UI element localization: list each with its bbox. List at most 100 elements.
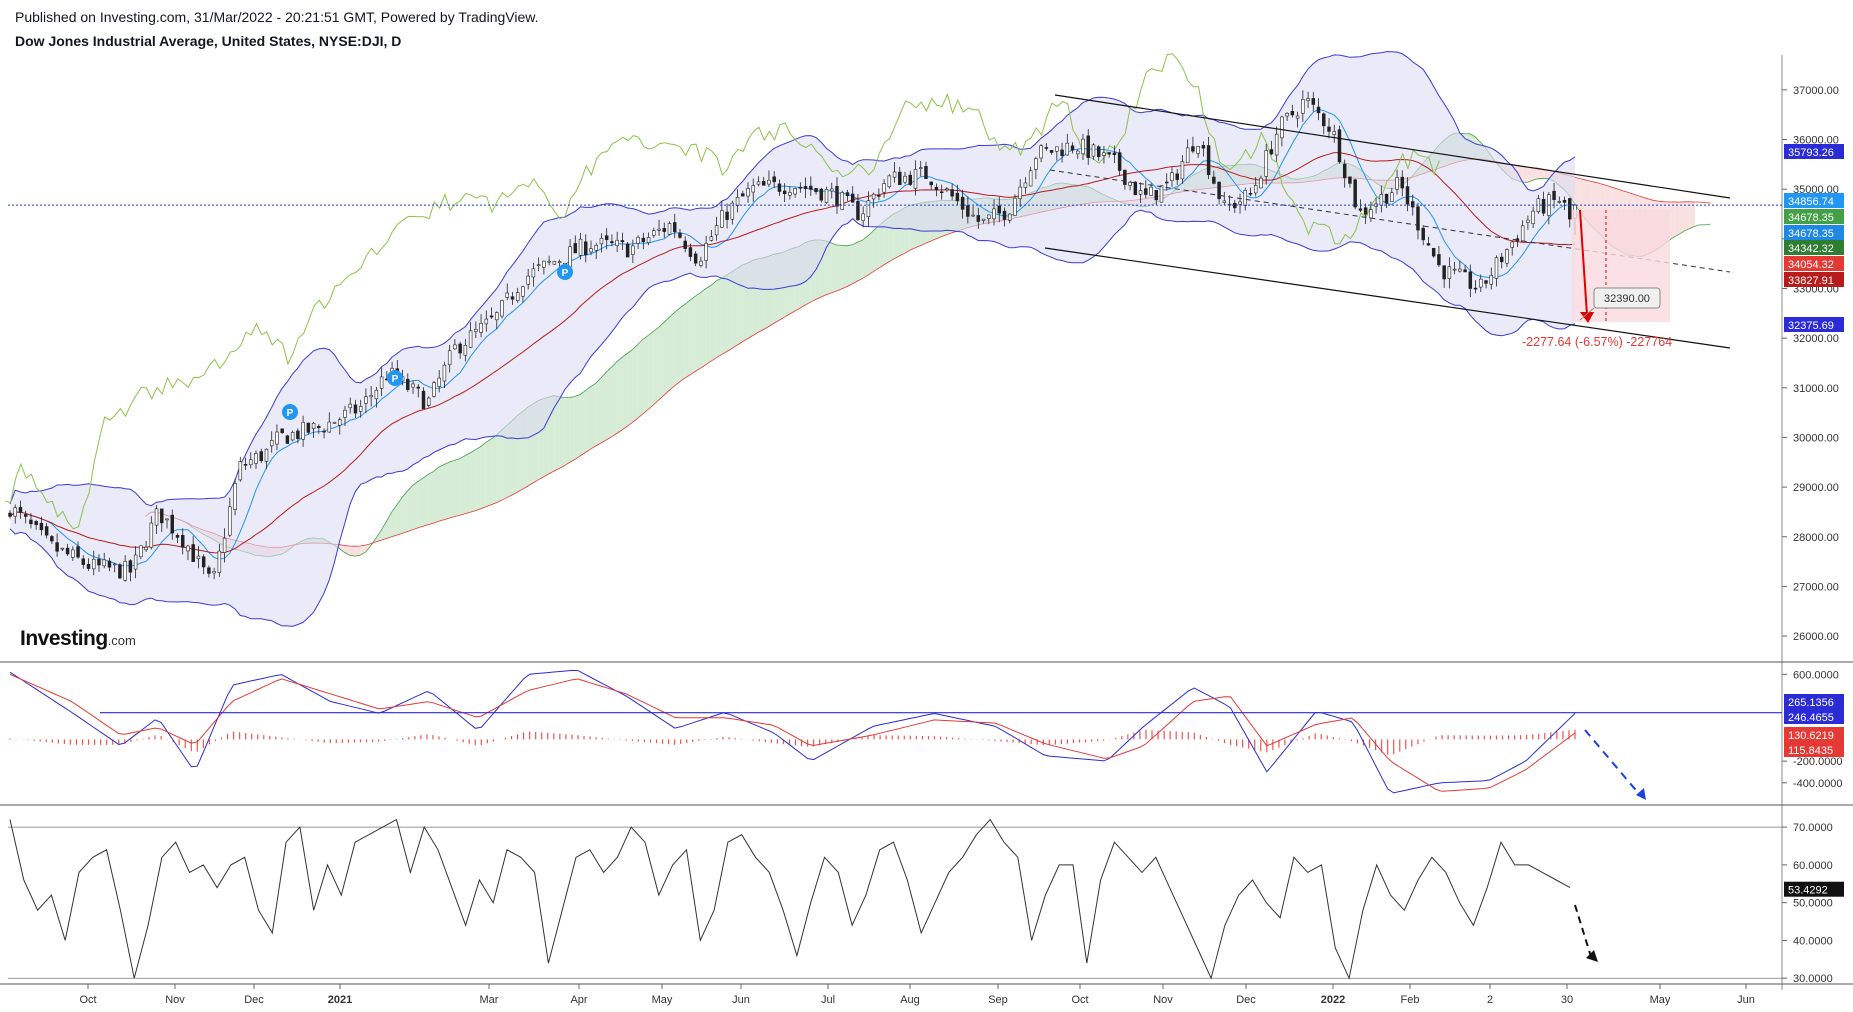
candle-body — [924, 166, 928, 179]
candle — [1107, 152, 1111, 158]
cloud-segment — [663, 317, 670, 396]
candle-body — [81, 558, 86, 565]
candle — [196, 546, 201, 569]
pattern-marker-dot — [282, 404, 298, 420]
cloud-segment — [433, 467, 439, 524]
candle-body — [845, 192, 850, 196]
price-badge: 32375.69 — [1784, 317, 1844, 332]
candle-body — [536, 264, 541, 266]
candle — [672, 213, 677, 239]
candle — [238, 456, 243, 482]
candle — [1159, 185, 1164, 203]
time-tick-label: Sep — [988, 994, 1008, 1006]
candle-body — [228, 506, 232, 536]
candle — [1196, 145, 1200, 158]
candle — [646, 232, 651, 246]
candle — [254, 450, 258, 469]
candle — [767, 170, 771, 188]
candle-body — [913, 169, 918, 189]
candle-body — [406, 378, 410, 390]
candle-body — [704, 242, 708, 261]
cloud-segment — [475, 446, 481, 511]
candle — [1421, 225, 1425, 246]
candle-body — [584, 241, 588, 256]
macd-panel[interactable]: 600.0000 -200.0000 -400.0000 265.1356 246.46… — [9, 669, 1844, 800]
candle — [1431, 247, 1436, 258]
candle-body — [1269, 149, 1274, 155]
candle — [60, 547, 65, 552]
candle — [1489, 267, 1493, 290]
candle — [772, 171, 776, 189]
macd-projection-arrow — [1584, 729, 1641, 796]
candle-body — [830, 188, 834, 192]
candle — [1217, 181, 1221, 205]
candle-body — [515, 292, 520, 301]
candle-body — [332, 421, 337, 424]
candle — [1034, 156, 1038, 180]
candle — [8, 510, 12, 519]
time-tick-label: Aug — [900, 994, 920, 1006]
macd-badge-value: 130.6219 — [1788, 730, 1834, 742]
cloud-segment — [386, 512, 392, 539]
cloud-segment — [464, 453, 471, 514]
rsi-panel[interactable]: 70.0000 60.0000 50.0000 40.0000 30.0000 53.42… — [8, 818, 1844, 986]
candle-body — [306, 422, 311, 433]
candle-body — [1369, 209, 1373, 219]
time-tick-label: May — [1650, 994, 1671, 1006]
published-caption: Published on Investing.com, 31/Mar/2022 … — [15, 9, 539, 25]
candle-body — [1060, 149, 1064, 156]
candle — [814, 187, 818, 195]
candle-body — [76, 546, 80, 558]
candle-body — [892, 171, 897, 178]
candle — [824, 186, 829, 204]
indicator-lines — [5, 53, 1576, 567]
candle-body — [1076, 150, 1080, 155]
candle — [1353, 178, 1357, 210]
candle-body — [353, 404, 358, 414]
candle — [280, 428, 284, 434]
candle-body — [898, 171, 902, 185]
candle-body — [1557, 201, 1562, 203]
candle — [657, 219, 661, 236]
candle — [1526, 215, 1530, 230]
candle-body — [1316, 106, 1321, 114]
candle-body — [730, 202, 735, 220]
candle — [1447, 257, 1452, 289]
candle-body — [154, 508, 159, 526]
macd-badge-value: 115.8435 — [1788, 745, 1833, 757]
candle-body — [1494, 257, 1499, 279]
candle-body — [1238, 201, 1242, 205]
macd-tick-label: 600.0000 — [1793, 669, 1839, 681]
candle-body — [1259, 177, 1263, 189]
candle — [275, 424, 279, 451]
cloud-segment — [836, 244, 842, 291]
candle-body — [1458, 268, 1462, 272]
candle — [1117, 149, 1122, 176]
candle — [327, 412, 332, 433]
candle — [1238, 193, 1242, 214]
cloud-segment — [867, 231, 874, 276]
cloud-segment — [878, 221, 884, 269]
candle-body — [343, 409, 347, 418]
candle — [861, 206, 865, 228]
candle — [636, 235, 640, 250]
candle-body — [1049, 150, 1054, 153]
candle — [552, 260, 557, 265]
rsi-badge: 53.4292 — [1784, 881, 1844, 897]
candle — [882, 179, 886, 198]
candle-body — [945, 188, 949, 191]
candle — [154, 505, 159, 535]
pattern-marker-dot — [557, 264, 573, 280]
pattern-marker-letter: P — [287, 408, 294, 419]
price-badge: 34678.35 — [1784, 209, 1844, 224]
candle-body — [18, 507, 23, 513]
candle — [594, 242, 598, 259]
candle-body — [1552, 190, 1556, 200]
candle — [353, 399, 358, 419]
price-badge: 34342.32 — [1784, 240, 1844, 255]
rsi-badge-value: 53.4292 — [1788, 885, 1828, 897]
price-panel[interactable]: 32390.00 -2277.64 (-6.57%) -227764 P P P 370… — [5, 51, 1844, 643]
cloud-segment — [831, 242, 837, 293]
candle-body — [751, 185, 755, 193]
